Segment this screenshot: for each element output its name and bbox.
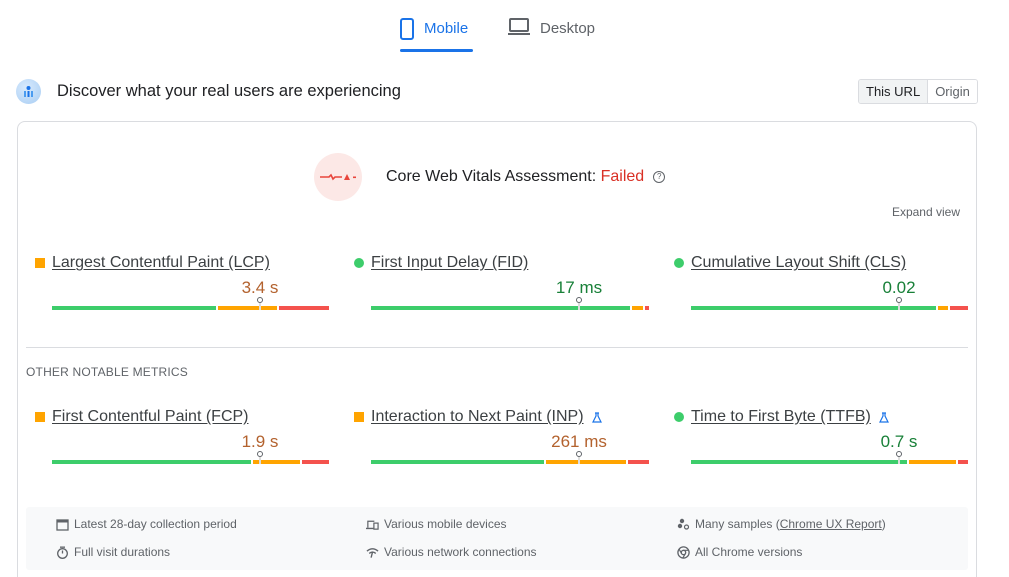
section-divider [26, 347, 968, 348]
distribution-bar [52, 451, 329, 464]
metric-link[interactable]: Interaction to Next Paint (INP) [371, 408, 584, 425]
metric-value: 1.9 s [241, 432, 279, 451]
metric-cls: Cumulative Layout Shift (CLS) 0.02 [674, 254, 974, 324]
smartphone-icon [400, 18, 414, 40]
active-tab-indicator [400, 49, 473, 52]
good-circle-icon [354, 258, 364, 268]
experimental-flask-icon [878, 411, 889, 423]
devices-icon [366, 520, 379, 530]
metric-ttfb: Time to First Byte (TTFB) 0.7 s [674, 408, 974, 478]
distribution-bar [371, 451, 649, 464]
metric-value: 0.7 s [880, 432, 918, 451]
section-title: Discover what your real users are experi… [57, 81, 401, 100]
assessment-label: Core Web Vitals Assessment: [386, 168, 597, 185]
tab-mobile-label: Mobile [424, 20, 469, 37]
tab-mobile[interactable]: Mobile [400, 14, 468, 52]
scope-toggle: This URL Origin [858, 79, 978, 104]
distribution-bar [691, 451, 968, 464]
cwv-card [17, 121, 977, 577]
footer-item-collection-period: Latest 28-day collection period [56, 517, 237, 531]
footer-item-samples: Many samples (Chrome UX Report) [677, 517, 886, 531]
chrome-ux-report-link[interactable]: Chrome UX Report [779, 517, 882, 531]
percentile-marker [257, 451, 263, 466]
metric-link[interactable]: Time to First Byte (TTFB) [691, 408, 871, 425]
average-square-icon [35, 258, 45, 268]
metric-link[interactable]: First Input Delay (FID) [371, 254, 529, 271]
average-square-icon [35, 412, 45, 422]
origin-button[interactable]: Origin [928, 80, 977, 103]
metric-value: 17 ms [555, 278, 603, 297]
metric-lcp: Largest Contentful Paint (LCP) 3.4 s [35, 254, 335, 324]
footer-item-visit-durations: Full visit durations [56, 545, 170, 559]
tab-desktop[interactable]: Desktop [508, 14, 595, 52]
crux-users-icon [16, 78, 41, 104]
percentile-marker [896, 451, 902, 466]
percentile-marker [896, 297, 902, 312]
percentile-marker [257, 297, 263, 312]
laptop-icon [508, 18, 530, 35]
expand-view-button[interactable]: Expand view [891, 205, 960, 219]
percentile-marker [576, 451, 582, 466]
metric-link[interactable]: First Contentful Paint (FCP) [52, 408, 249, 425]
tab-desktop-label: Desktop [540, 20, 596, 37]
assessment-status: Failed [600, 168, 645, 185]
metric-value: 261 ms [551, 432, 607, 451]
distribution-bar [371, 297, 649, 310]
good-circle-icon [674, 412, 684, 422]
calendar-icon [56, 518, 69, 531]
distribution-bar [691, 297, 968, 310]
metric-inp: Interaction to Next Paint (INP) 261 ms [354, 408, 654, 478]
footer-item-chrome-versions: All Chrome versions [677, 545, 802, 559]
average-square-icon [354, 412, 364, 422]
footer-item-network: Various network connections [366, 545, 537, 559]
device-tabs: Mobile Desktop [0, 0, 1009, 56]
help-icon[interactable]: ? [653, 171, 666, 183]
field-data-header: Discover what your real users are experi… [16, 78, 401, 104]
metric-link[interactable]: Largest Contentful Paint (LCP) [52, 254, 270, 271]
other-metrics-heading: OTHER NOTABLE METRICS [26, 365, 188, 379]
this-url-button[interactable]: This URL [859, 80, 929, 103]
good-circle-icon [674, 258, 684, 268]
timer-icon [57, 546, 68, 559]
metric-fid: First Input Delay (FID) 17 ms [354, 254, 654, 324]
metric-value: 3.4 s [241, 278, 279, 297]
cwv-assessment: Core Web Vitals Assessment: Failed ? [314, 153, 666, 201]
network-icon [366, 547, 379, 558]
data-source-footer: Latest 28-day collection period Full vis… [26, 507, 968, 570]
distribution-bar [52, 297, 329, 310]
experimental-flask-icon [591, 411, 602, 423]
metric-fcp: First Contentful Paint (FCP) 1.9 s [35, 408, 335, 478]
metric-link[interactable]: Cumulative Layout Shift (CLS) [691, 254, 907, 271]
failed-pulse-icon [314, 153, 362, 201]
assessment-text: Core Web Vitals Assessment: Failed [386, 168, 644, 186]
footer-item-devices: Various mobile devices [366, 517, 507, 531]
percentile-marker [576, 297, 582, 312]
metric-value: 0.02 [882, 278, 916, 297]
samples-icon [677, 518, 690, 530]
chrome-icon [677, 545, 690, 559]
